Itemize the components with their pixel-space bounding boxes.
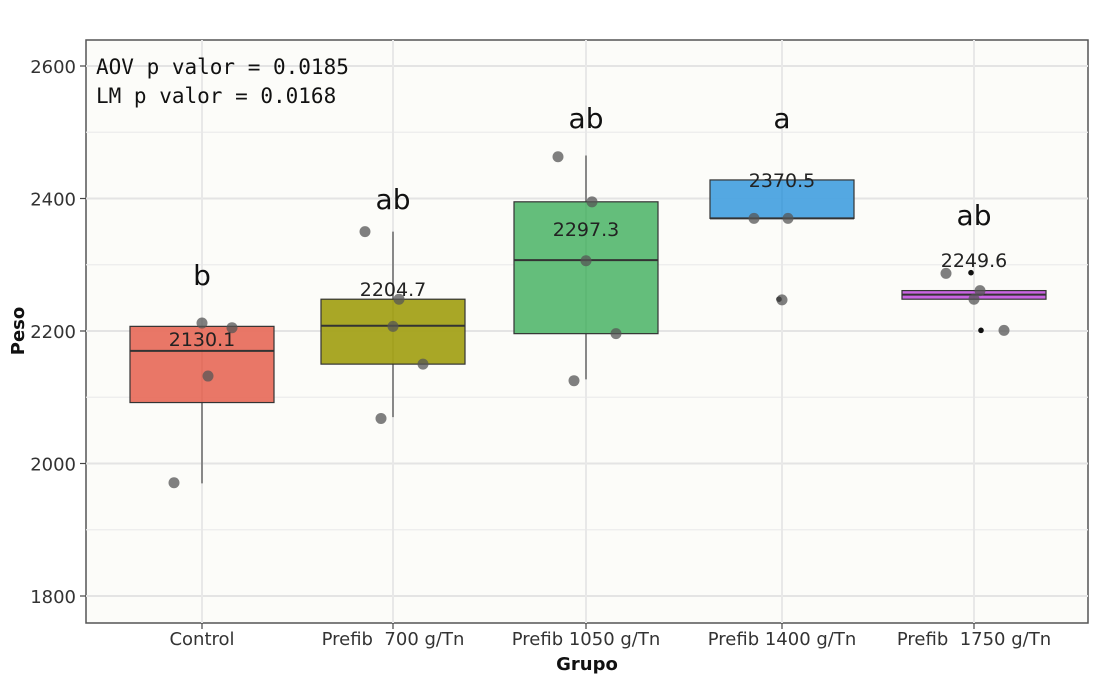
annotation-aov: AOV p valor = 0.0185 [96,55,349,79]
data-point [417,358,429,370]
data-point [782,212,794,224]
data-point [748,212,760,224]
data-point [568,375,580,387]
data-point [202,370,214,382]
y-tick-label: 2400 [30,190,76,211]
x-tick-label: Prefib 1750 g/Tn [897,629,1051,650]
outlier-point [978,327,984,334]
axis-layer: 1800 2000 2200 2400 2600 Control Prefib 700 g/… [30,57,1051,650]
group-letter: ab [569,102,604,135]
x-tick-label: Prefib 1400 g/Tn [708,629,857,650]
data-point [387,320,399,332]
mean-label: 2249.6 [941,250,1007,272]
data-point [552,151,564,163]
mean-label: 2297.3 [553,219,619,241]
box [709,179,855,219]
mean-label: 2130.1 [169,329,235,351]
box-layer [129,151,1047,489]
data-point [610,328,622,340]
y-tick-label: 2200 [30,322,76,343]
data-point [580,255,592,267]
y-tick-label: 2000 [30,455,76,476]
group-letter: ab [957,199,992,232]
y-tick-label: 2600 [30,57,76,78]
x-axis-title: Grupo [556,654,618,675]
data-point [375,412,387,424]
data-point [940,267,952,279]
box [513,201,659,335]
data-point [776,294,788,306]
data-point [998,324,1010,336]
mean-label: 2204.7 [360,279,426,301]
x-tick-label: Prefib 700 g/Tn [322,629,465,650]
x-tick-label: Prefib 1050 g/Tn [512,629,661,650]
data-point [226,322,238,334]
label-layer: 2130.1 b 2204.7 ab 2297.3 ab 2370.5 a 2249.6 ab [169,102,1007,351]
group-letter: ab [376,183,411,216]
box [129,325,275,404]
x-tick-label: Control [169,629,234,650]
data-point [359,226,371,238]
group-letter: b [193,259,211,292]
data-point [586,196,598,208]
y-tick-label: 1800 [30,587,76,608]
annotation-lm: LM p valor = 0.0168 [96,84,336,108]
data-point [974,285,986,297]
group-letter: a [773,102,790,135]
data-point [393,293,405,305]
mean-label: 2370.5 [749,170,815,192]
outlier-point [968,269,974,276]
data-point [168,477,180,489]
data-point [196,317,208,329]
y-axis-title: Peso [8,307,29,355]
data-point [968,293,980,305]
